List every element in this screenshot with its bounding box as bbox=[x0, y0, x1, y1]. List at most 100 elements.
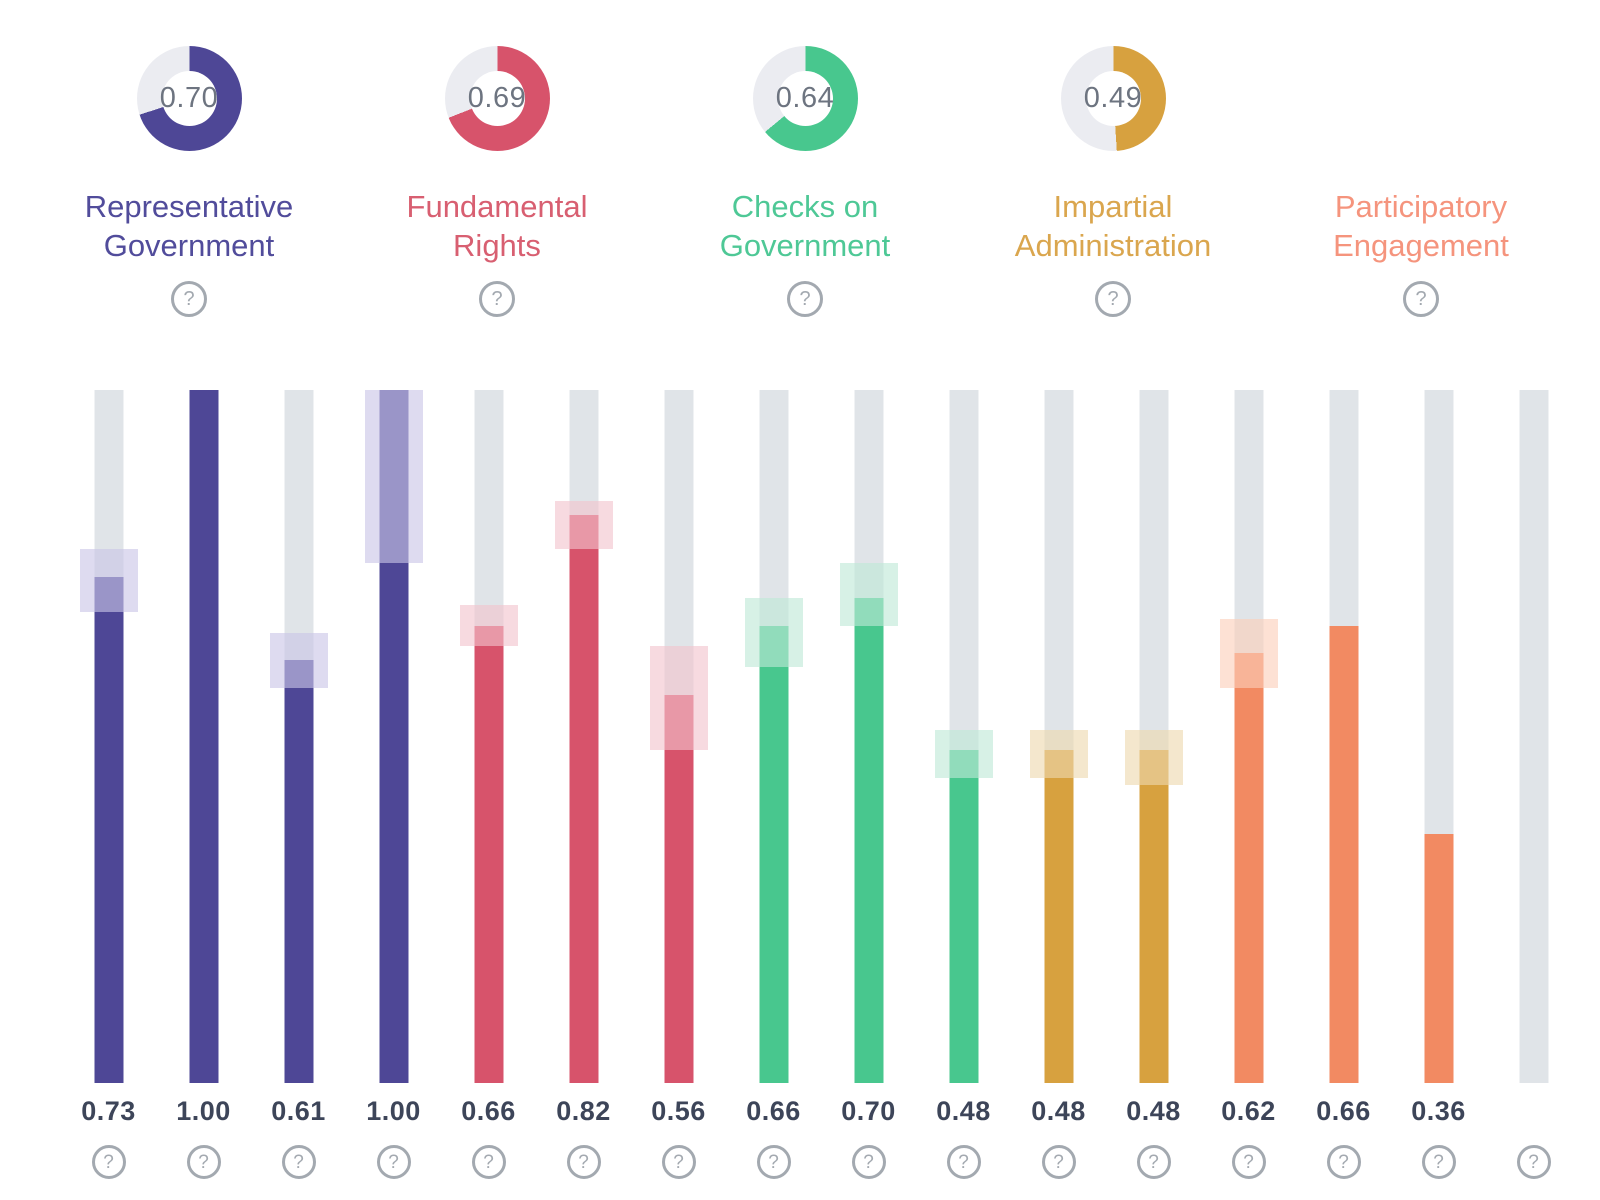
help-icon[interactable]: ? bbox=[479, 281, 515, 317]
help-icon[interactable]: ? bbox=[1095, 281, 1131, 317]
subattribute-bar-column: 0.62 ? bbox=[1201, 390, 1296, 1179]
help-icon[interactable]: ? bbox=[946, 1145, 981, 1179]
bar-fill[interactable] bbox=[189, 390, 218, 1083]
subattribute-bar-column: 0.73 ? bbox=[61, 390, 156, 1179]
bar-slot bbox=[1486, 390, 1581, 1083]
question-mark-glyph: ? bbox=[673, 1151, 684, 1173]
attribute-donut-gauge[interactable]: 0.64 bbox=[752, 46, 858, 151]
help-icon[interactable]: ? bbox=[566, 1145, 601, 1179]
subattribute-bar-column: 0.70 ? bbox=[821, 390, 916, 1179]
attribute-column: 0.70 Representative Government ? bbox=[35, 46, 343, 317]
help-icon[interactable]: ? bbox=[1136, 1145, 1171, 1179]
question-mark-glyph: ? bbox=[1338, 1151, 1349, 1173]
question-mark-glyph: ? bbox=[103, 1151, 114, 1173]
attribute-donut-gauge[interactable]: 0.69 bbox=[444, 46, 550, 151]
help-icon[interactable]: ? bbox=[281, 1145, 316, 1179]
bar-fill[interactable] bbox=[1044, 750, 1073, 1083]
bar-fill[interactable] bbox=[474, 625, 503, 1083]
bar-fill[interactable] bbox=[1424, 833, 1453, 1083]
bar-value-label: 0.48 bbox=[1126, 1096, 1181, 1126]
bar-fill[interactable] bbox=[759, 625, 788, 1083]
attributes-header: 0.70 Representative Government ? 0.69 Fu… bbox=[0, 0, 1600, 317]
attribute-column: Participatory Engagement ? bbox=[1267, 46, 1575, 317]
confidence-interval-band bbox=[839, 563, 898, 626]
subattribute-bar-column: ? bbox=[1486, 390, 1581, 1179]
question-mark-glyph: ? bbox=[958, 1151, 969, 1173]
help-icon[interactable]: ? bbox=[851, 1145, 886, 1179]
confidence-interval-band bbox=[934, 729, 993, 779]
confidence-interval-band bbox=[1029, 729, 1088, 779]
attribute-label: Checks on Government bbox=[719, 189, 891, 263]
question-mark-glyph: ? bbox=[799, 288, 811, 310]
bar-value-label: 0.48 bbox=[936, 1096, 991, 1126]
help-icon[interactable]: ? bbox=[171, 281, 207, 317]
help-icon[interactable]: ? bbox=[1516, 1145, 1551, 1179]
question-mark-glyph: ? bbox=[1053, 1151, 1064, 1173]
bar-fill[interactable] bbox=[1329, 625, 1358, 1083]
bar-fill[interactable] bbox=[664, 694, 693, 1083]
bar-fill[interactable] bbox=[1139, 750, 1168, 1083]
bar-value-label: 0.66 bbox=[746, 1096, 801, 1126]
help-icon[interactable]: ? bbox=[1403, 281, 1439, 317]
bar-value-label: 0.61 bbox=[271, 1096, 326, 1126]
help-icon[interactable]: ? bbox=[787, 281, 823, 317]
confidence-interval-band bbox=[79, 549, 138, 612]
help-icon[interactable]: ? bbox=[471, 1145, 506, 1179]
question-mark-glyph: ? bbox=[183, 288, 195, 310]
bar-slot bbox=[156, 390, 251, 1083]
attribute-score: 0.70 bbox=[159, 82, 219, 114]
bar-slot bbox=[1011, 390, 1106, 1083]
subattribute-bars: 0.73 ? 1.00 ? 0.61 ? 1.00 bbox=[0, 390, 1600, 1179]
attribute-label: Fundamental Rights bbox=[406, 189, 588, 263]
help-icon[interactable]: ? bbox=[91, 1145, 126, 1179]
confidence-interval-band bbox=[364, 390, 423, 564]
bar-slot bbox=[1106, 390, 1201, 1083]
subattribute-bar-column: 0.48 ? bbox=[1106, 390, 1201, 1179]
bar-fill[interactable] bbox=[1234, 653, 1263, 1083]
attribute-donut-gauge[interactable]: 0.70 bbox=[136, 46, 242, 151]
question-mark-glyph: ? bbox=[293, 1151, 304, 1173]
question-mark-glyph: ? bbox=[491, 288, 503, 310]
help-icon[interactable]: ? bbox=[186, 1145, 221, 1179]
subattribute-bar-column: 0.48 ? bbox=[916, 390, 1011, 1179]
subattribute-bar-column: 0.56 ? bbox=[631, 390, 726, 1179]
question-mark-glyph: ? bbox=[1148, 1151, 1159, 1173]
attribute-donut-gauge[interactable]: 0.49 bbox=[1060, 46, 1166, 151]
attribute-label: Representative Government bbox=[84, 189, 294, 263]
bar-value-label: 0.62 bbox=[1221, 1096, 1276, 1126]
help-icon[interactable]: ? bbox=[756, 1145, 791, 1179]
bar-slot bbox=[441, 390, 536, 1083]
donut-hole: 0.49 bbox=[1084, 71, 1142, 126]
subattribute-bar-column: 0.66 ? bbox=[1296, 390, 1391, 1179]
subattribute-bar-column: 1.00 ? bbox=[346, 390, 441, 1179]
bar-fill[interactable] bbox=[854, 597, 883, 1083]
bar-fill[interactable] bbox=[949, 750, 978, 1083]
bar-slot bbox=[1391, 390, 1486, 1083]
help-icon[interactable]: ? bbox=[1041, 1145, 1076, 1179]
bar-fill[interactable] bbox=[569, 514, 598, 1083]
bar-value-label: 0.73 bbox=[81, 1096, 136, 1126]
attribute-column: 0.69 Fundamental Rights ? bbox=[343, 46, 651, 317]
bar-track bbox=[1519, 390, 1548, 1083]
bar-slot bbox=[251, 390, 346, 1083]
question-mark-glyph: ? bbox=[578, 1151, 589, 1173]
confidence-interval-band bbox=[1219, 618, 1278, 688]
attribute-label: Participatory Engagement bbox=[1333, 189, 1509, 263]
help-icon[interactable]: ? bbox=[376, 1145, 411, 1179]
help-icon[interactable]: ? bbox=[1421, 1145, 1456, 1179]
help-icon[interactable]: ? bbox=[1231, 1145, 1266, 1179]
bar-fill[interactable] bbox=[94, 577, 123, 1083]
bar-slot bbox=[916, 390, 1011, 1083]
question-mark-glyph: ? bbox=[863, 1151, 874, 1173]
bar-fill[interactable] bbox=[284, 660, 313, 1083]
bar-slot bbox=[346, 390, 441, 1083]
bar-slot bbox=[1296, 390, 1391, 1083]
help-icon[interactable]: ? bbox=[661, 1145, 696, 1179]
confidence-interval-band bbox=[1124, 729, 1183, 785]
bar-value-label: 0.48 bbox=[1031, 1096, 1086, 1126]
confidence-interval-band bbox=[744, 597, 803, 668]
help-icon[interactable]: ? bbox=[1326, 1145, 1361, 1179]
bar-value-label: 0.66 bbox=[461, 1096, 516, 1126]
question-mark-glyph: ? bbox=[483, 1151, 494, 1173]
